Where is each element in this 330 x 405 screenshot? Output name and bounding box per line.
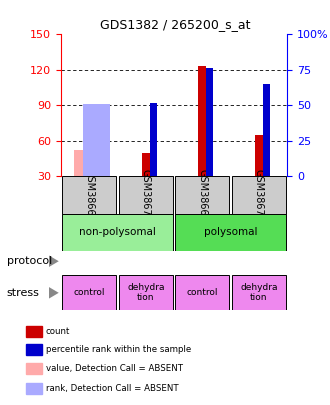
Bar xyxy=(232,176,286,214)
Text: polysomal: polysomal xyxy=(204,227,257,237)
Text: GSM38670: GSM38670 xyxy=(141,168,151,222)
Bar xyxy=(62,176,116,214)
Text: GSM38668: GSM38668 xyxy=(84,168,94,222)
Text: non-polysomal: non-polysomal xyxy=(79,227,156,237)
Bar xyxy=(142,153,150,176)
Text: GSM38669: GSM38669 xyxy=(197,168,207,222)
Bar xyxy=(175,275,229,310)
Text: protocol: protocol xyxy=(7,256,52,266)
Bar xyxy=(119,176,173,214)
Bar xyxy=(232,275,286,310)
Bar xyxy=(62,275,116,310)
Text: rank, Detection Call = ABSENT: rank, Detection Call = ABSENT xyxy=(46,384,179,393)
Bar xyxy=(26,383,42,394)
Bar xyxy=(74,150,105,176)
Text: GDS1382 / 265200_s_at: GDS1382 / 265200_s_at xyxy=(100,18,250,31)
Bar xyxy=(83,104,110,176)
Bar xyxy=(206,68,213,176)
Bar xyxy=(263,84,270,176)
Polygon shape xyxy=(49,287,59,298)
Text: count: count xyxy=(46,327,70,336)
Bar xyxy=(62,214,173,251)
Text: value, Detection Call = ABSENT: value, Detection Call = ABSENT xyxy=(46,364,183,373)
Text: control: control xyxy=(74,288,105,297)
Bar xyxy=(26,326,42,337)
Bar xyxy=(150,102,156,176)
Text: control: control xyxy=(186,288,218,297)
Text: stress: stress xyxy=(7,288,40,298)
Text: percentile rank within the sample: percentile rank within the sample xyxy=(46,345,191,354)
Bar xyxy=(119,275,173,310)
Bar xyxy=(255,135,263,176)
Bar xyxy=(26,363,42,374)
Bar xyxy=(175,176,229,214)
Polygon shape xyxy=(49,256,59,267)
Text: GSM38671: GSM38671 xyxy=(254,168,264,222)
Bar xyxy=(198,66,206,176)
Text: dehydra
tion: dehydra tion xyxy=(240,283,278,302)
Text: dehydra
tion: dehydra tion xyxy=(127,283,165,302)
Bar xyxy=(175,214,286,251)
Bar xyxy=(26,344,42,356)
